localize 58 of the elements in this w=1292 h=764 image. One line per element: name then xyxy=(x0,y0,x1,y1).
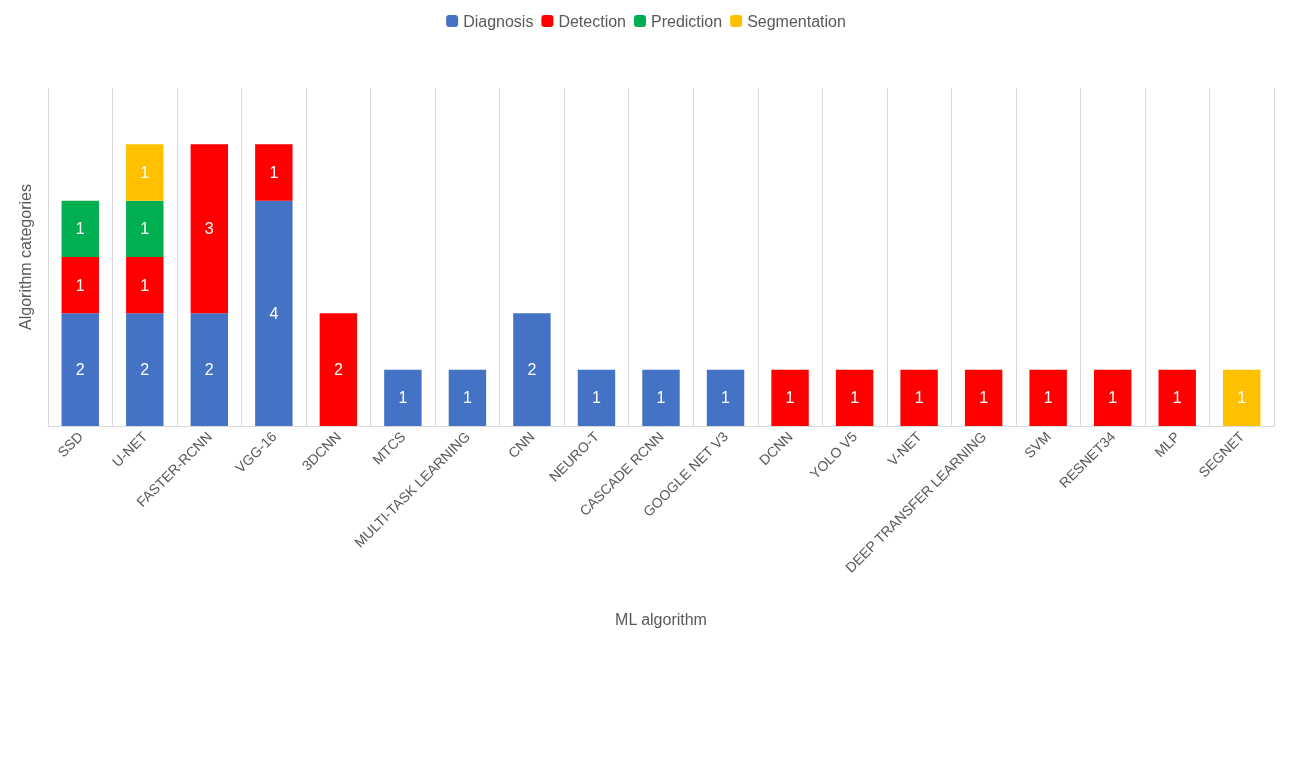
data-label: 2 xyxy=(527,361,537,379)
data-label: 1 xyxy=(592,389,602,407)
data-label: 1 xyxy=(1108,389,1118,407)
data-label: 1 xyxy=(656,389,666,407)
data-label: 1 xyxy=(785,389,795,407)
bar xyxy=(448,369,487,426)
bar xyxy=(190,144,229,314)
y-axis-title: Algorithm categories xyxy=(16,184,34,330)
legend-label: Prediction xyxy=(650,12,723,30)
data-label: 4 xyxy=(269,304,279,322)
bar xyxy=(642,369,680,426)
data-label: 2 xyxy=(204,361,214,379)
bar xyxy=(190,313,229,426)
data-label: 2 xyxy=(140,361,150,379)
data-label: 1 xyxy=(269,164,279,181)
bar xyxy=(61,257,99,314)
x-axis-title: ML algorithm xyxy=(615,610,707,628)
data-label: 1 xyxy=(398,389,408,407)
bar xyxy=(1093,369,1132,426)
data-label: 2 xyxy=(75,361,85,379)
bar xyxy=(964,369,1003,426)
data-label: 1 xyxy=(1237,389,1247,407)
data-label: 1 xyxy=(850,389,860,407)
bar xyxy=(771,369,809,426)
data-label: 1 xyxy=(140,276,150,294)
bar xyxy=(1223,369,1261,426)
data-label: 3 xyxy=(204,220,214,238)
bar xyxy=(835,369,874,426)
data-label: 2 xyxy=(333,361,343,379)
data-label: 1 xyxy=(979,389,989,407)
bar xyxy=(126,200,164,257)
data-label: 1 xyxy=(75,220,85,238)
legend-label: Segmentation xyxy=(747,12,846,30)
bar xyxy=(61,313,99,426)
data-label: 1 xyxy=(1043,389,1053,407)
bar xyxy=(255,144,293,201)
bar xyxy=(1029,369,1067,426)
data-label: 1 xyxy=(462,389,472,407)
bar xyxy=(900,369,938,426)
bar xyxy=(384,369,422,426)
bar xyxy=(126,257,164,314)
bar xyxy=(255,200,293,426)
data-label: 1 xyxy=(140,164,150,181)
data-label: 1 xyxy=(75,276,85,294)
bar xyxy=(1158,369,1196,426)
legend-label: Detection xyxy=(558,12,626,30)
bar xyxy=(61,200,99,257)
legend-label: Diagnosis xyxy=(463,12,534,30)
data-label: 1 xyxy=(721,389,731,407)
bar xyxy=(706,369,745,426)
bar xyxy=(319,313,358,426)
bar xyxy=(513,313,551,426)
bar xyxy=(126,144,164,201)
data-label: 1 xyxy=(914,389,924,407)
data-label: 1 xyxy=(140,220,150,238)
bar xyxy=(126,313,164,426)
data-label: 1 xyxy=(1172,389,1182,407)
bar xyxy=(577,369,616,426)
